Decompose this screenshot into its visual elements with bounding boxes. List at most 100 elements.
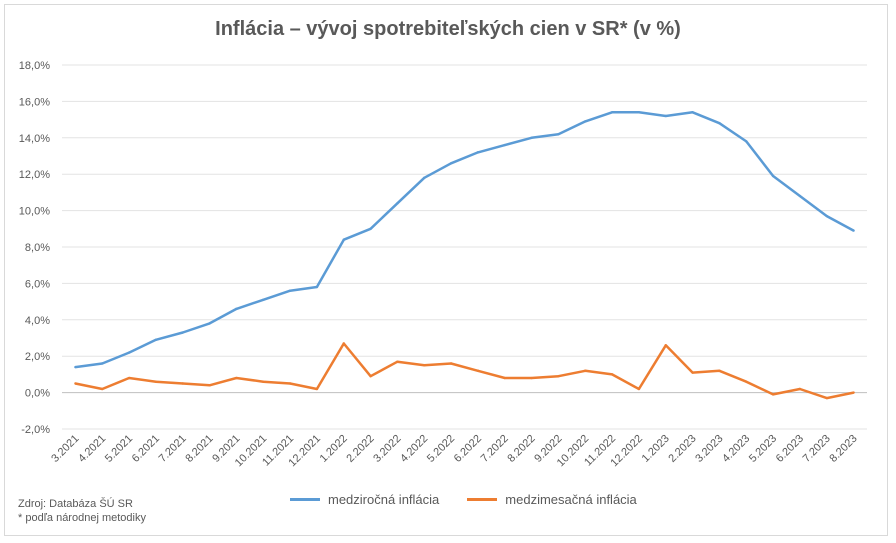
series-line-1 [75,342,854,400]
data-point [503,376,506,380]
legend-item-mom: medzimesačná inflácia [467,492,637,507]
data-point [584,120,587,123]
y-tick-label: 0,0% [25,388,50,400]
data-point [154,380,158,383]
x-tick-label: 1.2023 [640,433,672,465]
data-point [342,342,345,345]
data-point [476,369,480,372]
data-point [530,136,533,139]
data-point [530,376,533,380]
series-line-0 [75,111,855,369]
y-tick-label: 6,0% [25,278,50,290]
data-point [798,387,802,391]
data-point [691,111,694,114]
data-point [101,362,104,365]
data-point [288,382,292,385]
x-axis-tick-labels: 3.20214.20215.20216.20217.20218.20219.20… [49,433,859,470]
data-point [181,382,184,385]
x-tick-label: 4.2021 [76,433,108,465]
data-point [262,380,265,383]
data-point [449,162,453,165]
gridlines [62,64,867,430]
data-point [852,391,855,394]
data-point [825,396,828,400]
data-point [718,369,721,372]
data-point [369,227,372,230]
data-point [610,111,614,114]
x-tick-label: 4.2022 [398,433,430,465]
x-tick-label: 7.2021 [157,433,189,465]
data-point [208,384,211,387]
data-point [664,114,667,118]
data-point [637,387,641,391]
x-tick-label: 6.2021 [130,433,162,465]
data-point [584,369,587,372]
data-point [423,364,426,367]
x-tick-label: 3.2023 [693,433,725,465]
source-text: Zdroj: Databáza ŠÚ SR [18,498,133,510]
x-tick-label: 6.2022 [452,433,484,465]
data-point [557,375,560,378]
data-point [423,176,426,180]
data-point [288,289,292,292]
y-tick-label: 8,0% [25,242,50,254]
x-tick-label: 5.2023 [747,433,779,465]
series-lines [74,111,855,400]
data-point [101,387,104,391]
data-point [315,387,319,391]
source-note: Zdroj: Databáza ŠÚ SR * podľa národnej m… [18,497,146,525]
data-point [771,174,775,178]
data-point [235,376,238,380]
data-point [745,140,748,143]
x-tick-label: 3.2022 [371,433,403,465]
y-axis-tick-labels: -2,0% 0,0% 2,0% 4,0% 6,0% 8,0% 10,0% 12,0% 14,0%… [19,60,50,436]
y-tick-label: 2,0% [25,351,50,363]
x-tick-label: 3.2021 [49,433,81,465]
data-point [208,322,211,325]
y-tick-label: 12,0% [19,169,50,181]
chart-title: Inflácia – vývoj spotrebiteľských cien v… [215,18,681,40]
data-point [262,298,265,301]
legend: medziročná inflácia medzimesačná infláci… [290,492,665,507]
x-tick-label: 2.2023 [666,433,698,465]
methodology-note: * podľa národnej metodiky [18,512,146,524]
y-tick-label: 14,0% [19,133,50,145]
y-tick-label: 10,0% [19,206,50,218]
x-tick-label: 8.2021 [183,433,215,465]
data-point [235,307,238,311]
y-tick-label: 16,0% [19,96,50,108]
y-tick-label: -2,0% [21,424,50,436]
data-point [503,143,506,147]
data-point [181,331,184,334]
data-point [396,360,399,363]
legend-label-yoy: medziročná inflácia [328,492,440,507]
x-tick-label: 8.2023 [827,433,859,465]
data-point [557,132,560,136]
data-point [771,393,775,396]
x-tick-label: 6.2023 [774,433,806,465]
data-point [342,238,345,241]
data-point [315,285,319,289]
x-tick-label: 5.2021 [103,433,135,465]
x-tick-label: 4.2023 [720,433,752,465]
chart-frame [4,4,888,536]
legend-item-yoy: medziročná inflácia [290,492,439,507]
legend-label-mom: medzimesačná inflácia [505,492,637,507]
data-point [691,371,694,374]
legend-swatch-yoy [290,498,320,501]
y-tick-label: 18,0% [19,60,50,72]
data-point [74,365,77,369]
legend-swatch-mom [467,498,498,501]
data-point [127,351,131,354]
data-point [369,375,372,378]
data-point [745,380,748,383]
data-point [825,214,828,218]
x-tick-label: 8.2022 [505,433,537,465]
data-point [852,229,855,232]
data-point [718,122,721,125]
data-point [476,151,480,154]
data-point [396,202,399,205]
data-point [798,194,802,198]
x-tick-label: 5.2022 [425,433,457,465]
